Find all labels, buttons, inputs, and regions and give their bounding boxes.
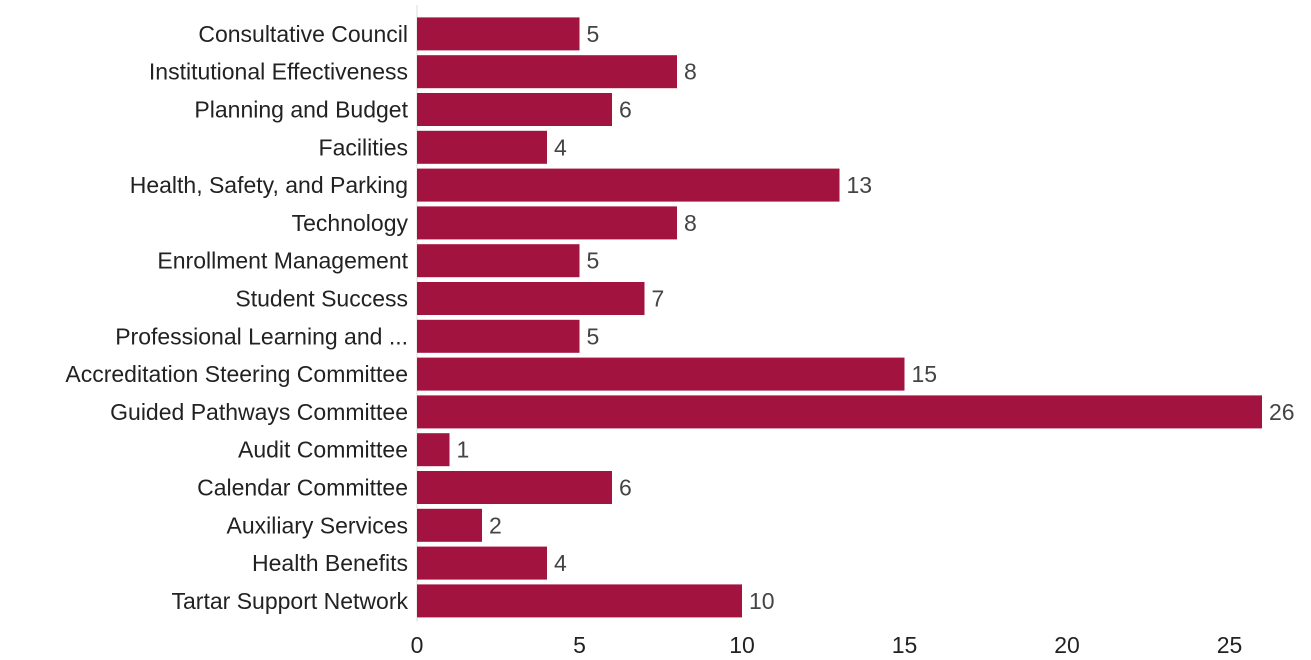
category-label: Technology [292,210,409,236]
x-tick-label: 25 [1217,632,1243,658]
bar [417,433,450,467]
category-label: Professional Learning and ... [115,323,408,349]
bar [417,357,905,391]
value-label: 4 [554,550,567,576]
bar [417,546,547,580]
bar [417,168,840,202]
x-tick-label: 20 [1054,632,1080,658]
value-label: 15 [912,361,938,387]
category-label: Student Success [235,286,408,312]
value-label: 1 [457,437,470,463]
value-label: 26 [1269,399,1295,425]
bar [417,282,645,315]
value-label: 6 [619,475,632,501]
bar [417,206,677,240]
category-label: Health Benefits [252,550,408,576]
category-label: Facilities [319,134,408,160]
category-label: Auxiliary Services [227,512,409,538]
category-label: Health, Safety, and Parking [130,172,408,198]
value-label: 6 [619,97,632,123]
bar [417,17,580,51]
category-label: Tartar Support Network [172,588,409,614]
value-label: 5 [587,21,600,47]
bar [417,55,677,89]
category-label: Institutional Effectiveness [149,59,408,85]
category-label: Calendar Committee [197,475,408,501]
x-tick-label: 15 [892,632,918,658]
x-tick-label: 0 [411,632,424,658]
bar [417,244,580,278]
category-label: Audit Committee [238,437,408,463]
value-label: 8 [684,59,697,85]
value-label: 8 [684,210,697,236]
value-label: 5 [587,323,600,349]
value-label: 7 [652,286,665,312]
category-label: Consultative Council [198,21,408,47]
category-label: Planning and Budget [194,97,408,123]
value-label: 4 [554,134,567,160]
value-label: 13 [847,172,873,198]
bar [417,93,612,126]
bar [417,508,482,542]
category-label: Guided Pathways Committee [110,399,408,425]
x-tick-label: 10 [729,632,755,658]
bars-group [417,17,1262,618]
bar [417,130,547,164]
value-label: 5 [587,248,600,274]
bar [417,584,742,618]
category-label: Enrollment Management [157,248,408,274]
category-label: Accreditation Steering Committee [65,361,408,387]
x-tick-labels-group: 0 5 10 15 20 25 [411,632,1243,658]
bar [417,319,580,353]
category-labels-group: Consultative Council Institutional Effect… [65,21,408,614]
value-label: 10 [749,588,775,614]
value-label: 2 [489,512,502,538]
bar [417,395,1262,429]
x-tick-label: 5 [573,632,586,658]
value-labels-group: 5 8 6 4 13 8 5 7 5 15 26 1 6 2 4 10 [457,21,1295,614]
bar [417,471,612,504]
